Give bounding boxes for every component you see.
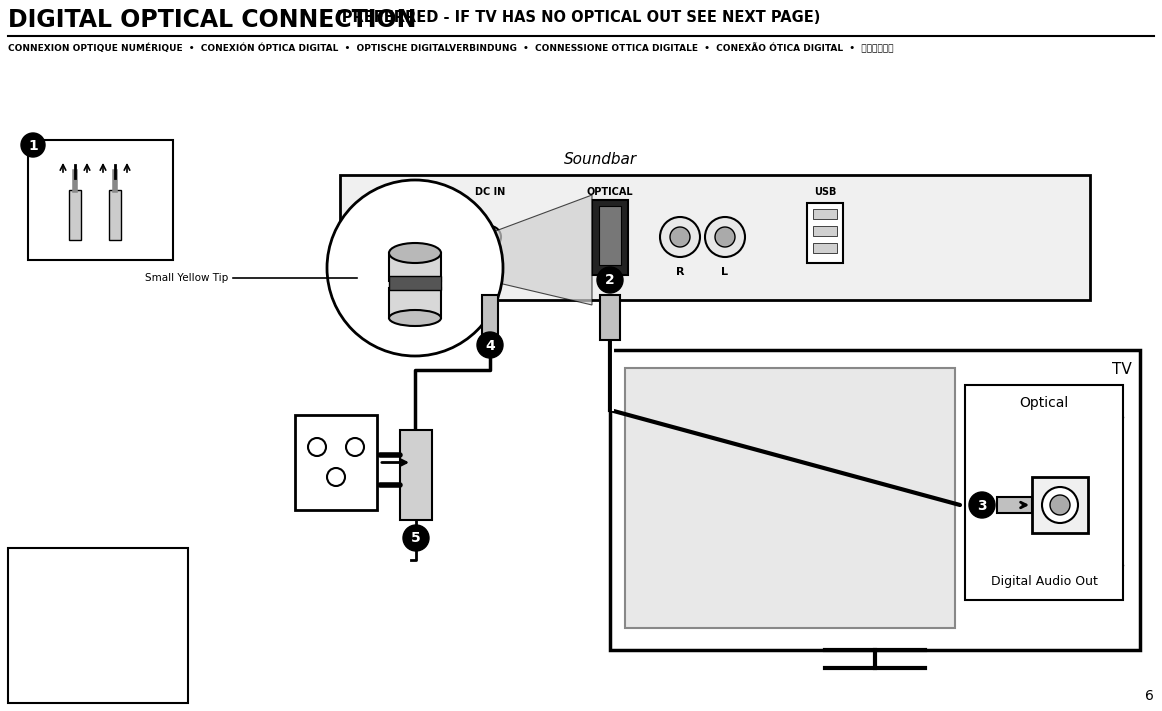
Text: Small Yellow Tip: Small Yellow Tip bbox=[145, 273, 228, 283]
Text: 黄色细端: 黄色细端 bbox=[16, 673, 41, 683]
Text: TV: TV bbox=[1112, 362, 1132, 377]
Text: 6: 6 bbox=[1145, 689, 1154, 703]
Circle shape bbox=[308, 438, 327, 456]
Circle shape bbox=[670, 227, 690, 247]
Bar bbox=[8, 548, 188, 703]
Bar bbox=[806, 203, 842, 263]
Circle shape bbox=[403, 525, 429, 551]
Circle shape bbox=[485, 232, 495, 242]
Circle shape bbox=[597, 267, 623, 293]
Text: Punta gialla piccola: Punta gialla piccola bbox=[16, 635, 132, 645]
Text: Kleine gelbe Spitze: Kleine gelbe Spitze bbox=[16, 616, 130, 626]
Text: 5: 5 bbox=[411, 532, 421, 545]
Bar bbox=[109, 190, 121, 240]
Polygon shape bbox=[464, 195, 591, 305]
Circle shape bbox=[476, 332, 503, 358]
Bar bbox=[625, 368, 955, 628]
Text: OPTICAL: OPTICAL bbox=[587, 187, 633, 197]
Circle shape bbox=[1050, 495, 1070, 515]
Text: 4: 4 bbox=[485, 338, 495, 353]
Bar bbox=[1032, 477, 1088, 533]
Text: 3: 3 bbox=[977, 498, 987, 513]
Bar bbox=[28, 140, 173, 260]
Bar bbox=[482, 295, 498, 335]
Bar bbox=[997, 497, 1032, 513]
Circle shape bbox=[327, 468, 345, 486]
Text: (PREFERRED - IF TV HAS NO OPTICAL OUT SEE NEXT PAGE): (PREFERRED - IF TV HAS NO OPTICAL OUT SE… bbox=[330, 10, 820, 25]
Circle shape bbox=[479, 226, 501, 248]
Bar bbox=[598, 206, 621, 265]
Bar bbox=[600, 295, 621, 340]
Bar bbox=[813, 226, 837, 236]
Text: Optical: Optical bbox=[1019, 396, 1069, 410]
Text: CONNEXION OPTIQUE NUMÉRIQUE  •  CONEXIÓN ÓPTICA DIGITAL  •  OPTISCHE DIGITALVERB: CONNEXION OPTIQUE NUMÉRIQUE • CONEXIÓN Ó… bbox=[8, 43, 894, 53]
Bar bbox=[389, 288, 442, 318]
Text: Soundbar: Soundbar bbox=[564, 152, 637, 167]
Circle shape bbox=[705, 217, 745, 257]
Circle shape bbox=[1042, 487, 1078, 523]
Bar bbox=[389, 276, 442, 290]
Text: 1: 1 bbox=[28, 139, 38, 152]
Text: R: R bbox=[676, 267, 684, 277]
Text: Petit embout jaune: Petit embout jaune bbox=[16, 578, 129, 588]
Bar bbox=[295, 415, 376, 510]
Bar bbox=[340, 175, 1090, 300]
Bar bbox=[400, 430, 432, 520]
Circle shape bbox=[327, 180, 503, 356]
Bar bbox=[610, 350, 1140, 650]
Bar bbox=[591, 200, 627, 275]
Bar bbox=[69, 190, 81, 240]
Ellipse shape bbox=[389, 310, 442, 326]
Bar bbox=[813, 209, 837, 219]
Bar bbox=[813, 243, 837, 253]
Text: 2: 2 bbox=[605, 274, 615, 287]
Text: Digital Audio Out: Digital Audio Out bbox=[990, 575, 1097, 589]
Bar bbox=[389, 253, 442, 281]
Text: Ponta amarela pequena: Ponta amarela pequena bbox=[16, 654, 157, 664]
Text: DIGITAL OPTICAL CONNECTION: DIGITAL OPTICAL CONNECTION bbox=[8, 8, 416, 32]
Bar bbox=[964, 385, 1122, 600]
Text: USB: USB bbox=[813, 187, 837, 197]
Text: Small Yellow Tip: Small Yellow Tip bbox=[16, 557, 130, 570]
Circle shape bbox=[660, 217, 700, 257]
Text: DC IN: DC IN bbox=[475, 187, 505, 197]
Circle shape bbox=[715, 227, 736, 247]
Circle shape bbox=[346, 438, 364, 456]
Circle shape bbox=[969, 492, 995, 518]
Text: Punta pequeña amarilla: Punta pequeña amarilla bbox=[16, 597, 157, 607]
Circle shape bbox=[21, 133, 45, 157]
Text: L: L bbox=[722, 267, 729, 277]
Ellipse shape bbox=[389, 243, 442, 263]
